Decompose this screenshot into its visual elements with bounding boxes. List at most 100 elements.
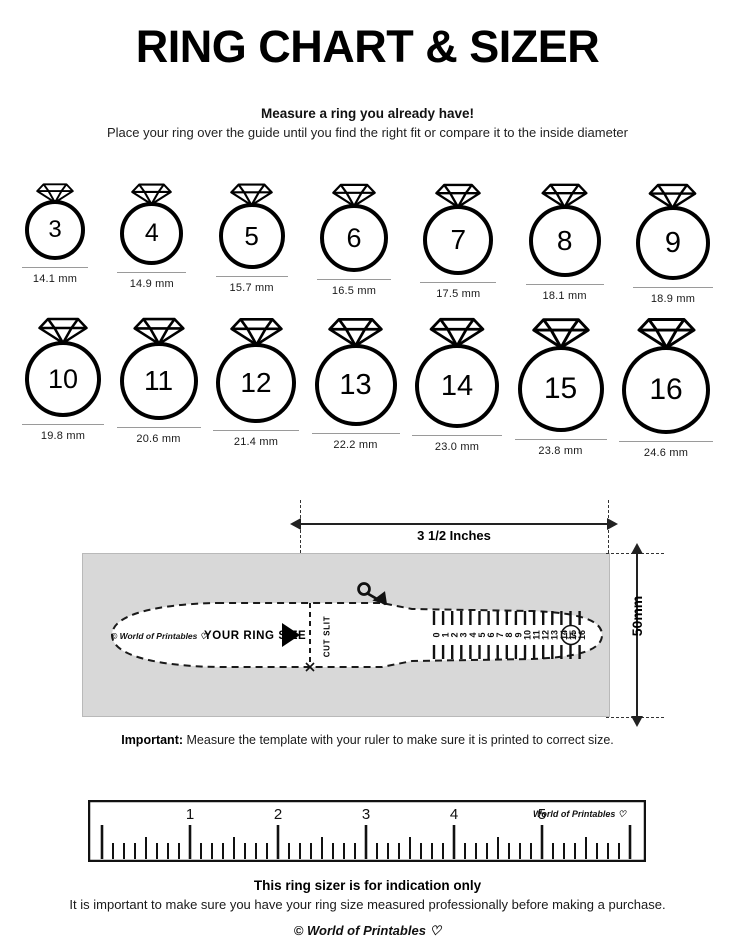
strip-number-14: 14 (559, 630, 569, 640)
ring-size-number: 3 (48, 216, 62, 243)
diamond-gem-icon (636, 318, 696, 350)
ring-icon: 7 (423, 182, 494, 275)
height-dimension-arrow (631, 543, 643, 727)
ring-size-number: 4 (144, 219, 159, 247)
ring-size-14[interactable]: 14 23.0 mm (412, 316, 502, 459)
ring-icon: 9 (635, 182, 710, 280)
ring-size-circle[interactable]: 3 (25, 200, 85, 260)
ring-size-number: 15 (543, 372, 578, 405)
measure-rule (22, 267, 88, 268)
ring-size-number: 8 (556, 225, 573, 256)
ring-diameter-label: 16.5 mm (331, 285, 377, 297)
ring-icon: 5 (218, 182, 285, 269)
footer-plain-line: It is important to make sure you have yo… (69, 897, 666, 912)
ring-size-number: 6 (346, 222, 362, 253)
strip-number-9: 9 (513, 632, 523, 637)
diamond-gem-icon (531, 318, 590, 349)
ring-size-15[interactable]: 15 23.8 mm (514, 316, 607, 459)
measure-rule (619, 441, 713, 442)
ring-icon: 3 (25, 182, 85, 260)
measure-rule (632, 287, 713, 288)
height-dimension-label: 50mm (629, 595, 646, 637)
ring-size-circle[interactable]: 14 (415, 344, 499, 428)
ring-size-9[interactable]: 9 18.9 mm (632, 182, 713, 305)
ring-size-8[interactable]: 8 18.1 mm (525, 182, 604, 305)
ring-size-4[interactable]: 4 14.9 mm (117, 182, 187, 305)
ring-size-3[interactable]: 3 14.1 mm (22, 182, 88, 305)
ring-size-number: 12 (240, 367, 272, 398)
ring-icon: 4 (120, 182, 184, 265)
ruler-label-4: 4 (450, 806, 458, 823)
subtitle-plain: Place your ring over the guide until you… (106, 125, 628, 140)
ring-size-circle[interactable]: 12 (216, 343, 296, 423)
ring-size-number: 9 (664, 226, 682, 259)
ring-diameter-label: 18.9 mm (650, 293, 696, 305)
measure-rule (213, 430, 299, 431)
measure-rule (117, 272, 187, 273)
ring-icon: 14 (415, 316, 499, 428)
ring-size-12[interactable]: 12 21.4 mm (213, 316, 299, 459)
ruler-label-3: 3 (362, 806, 370, 823)
ring-size-circle[interactable]: 4 (120, 202, 184, 265)
ring-size-circle[interactable]: 5 (218, 203, 285, 269)
ring-size-circle[interactable]: 16 (622, 346, 710, 434)
strip-number-10: 10 (522, 630, 532, 640)
ring-diameter-label: 22.2 mm (333, 439, 378, 451)
ring-row-1: 3 14.1 mm 4 14.9 mm 5 15.7 mm 6 16.5 mm 7 17.5 mm… (0, 182, 735, 305)
important-note: Important: Measure the template with you… (0, 733, 735, 747)
strip-number-7: 7 (495, 632, 505, 637)
strip-number-16: 16 (577, 630, 587, 640)
ring-size-number: 11 (143, 365, 174, 396)
your-ring-size-label: YOUR RING SIZE (204, 630, 307, 642)
important-prefix: Important: (121, 733, 184, 747)
svg-text:US: US (565, 632, 577, 641)
footer-brand: © World of Printables ♡ (293, 923, 442, 938)
ring-size-10[interactable]: 10 19.8 mm (22, 316, 104, 459)
strip-number-13: 13 (550, 630, 560, 640)
strip-number-1: 1 (440, 632, 450, 637)
ruler-label-2: 2 (274, 806, 282, 823)
ring-diameter-label: 15.7 mm (229, 282, 274, 294)
width-dimension-label: 3 1/2 Inches (417, 528, 491, 543)
ring-size-circle[interactable]: 7 (423, 205, 494, 275)
ring-size-circle[interactable]: 13 (314, 344, 397, 426)
ring-diameter-label: 14.9 mm (129, 278, 174, 290)
ring-size-circle[interactable]: 6 (319, 204, 388, 272)
strip-number-3: 3 (459, 632, 469, 637)
measure-rule (525, 284, 604, 285)
ring-row-2: 10 19.8 mm 11 20.6 mm 12 21.4 mm 13 22.2 mm 14 23… (0, 316, 735, 459)
measure-rule (116, 427, 201, 428)
ring-size-number: 16 (649, 373, 683, 406)
ring-size-circle[interactable]: 11 (119, 342, 198, 420)
ring-icon: 10 (25, 316, 101, 417)
strip-number-2: 2 (450, 632, 460, 637)
ring-size-5[interactable]: 5 15.7 mm (215, 182, 288, 305)
ring-diameter-label: 23.8 mm (538, 445, 583, 457)
ring-size-circle[interactable]: 8 (528, 205, 601, 277)
ring-size-6[interactable]: 6 16.5 mm (316, 182, 391, 305)
ring-icon: 13 (314, 316, 397, 426)
ring-diameter-label: 17.5 mm (436, 288, 481, 300)
ring-diameter-label: 19.8 mm (40, 430, 86, 442)
strip-number-6: 6 (486, 632, 496, 637)
strip-number-0: 0 (431, 632, 441, 637)
ring-icon: 15 (517, 316, 604, 432)
ring-diameter-label: 18.1 mm (542, 290, 587, 302)
ring-icon: 16 (622, 316, 710, 434)
strip-number-11: 11 (531, 630, 541, 640)
ring-size-16[interactable]: 16 24.6 mm (619, 316, 713, 459)
ring-size-number: 5 (244, 220, 259, 251)
strip-number-12: 12 (541, 630, 551, 640)
ring-size-number: 10 (47, 363, 79, 394)
ring-size-circle[interactable]: 15 (517, 346, 604, 432)
ring-size-circle[interactable]: 10 (25, 341, 101, 417)
sizer-strip-graphic: US 0 1 2 3 4 5 6 7 8 9 10 11 12 13 14 15 16 (111, 582, 603, 672)
ring-size-circle[interactable]: 9 (635, 206, 710, 280)
ring-size-11[interactable]: 11 20.6 mm (116, 316, 201, 459)
ring-size-13[interactable]: 13 22.2 mm (311, 316, 400, 459)
strip-number-4: 4 (468, 632, 478, 637)
ring-diameter-label: 20.6 mm (136, 433, 181, 445)
ruler-watermark: World of Printables ♡ (533, 809, 626, 819)
ring-size-7[interactable]: 7 17.5 mm (420, 182, 497, 305)
